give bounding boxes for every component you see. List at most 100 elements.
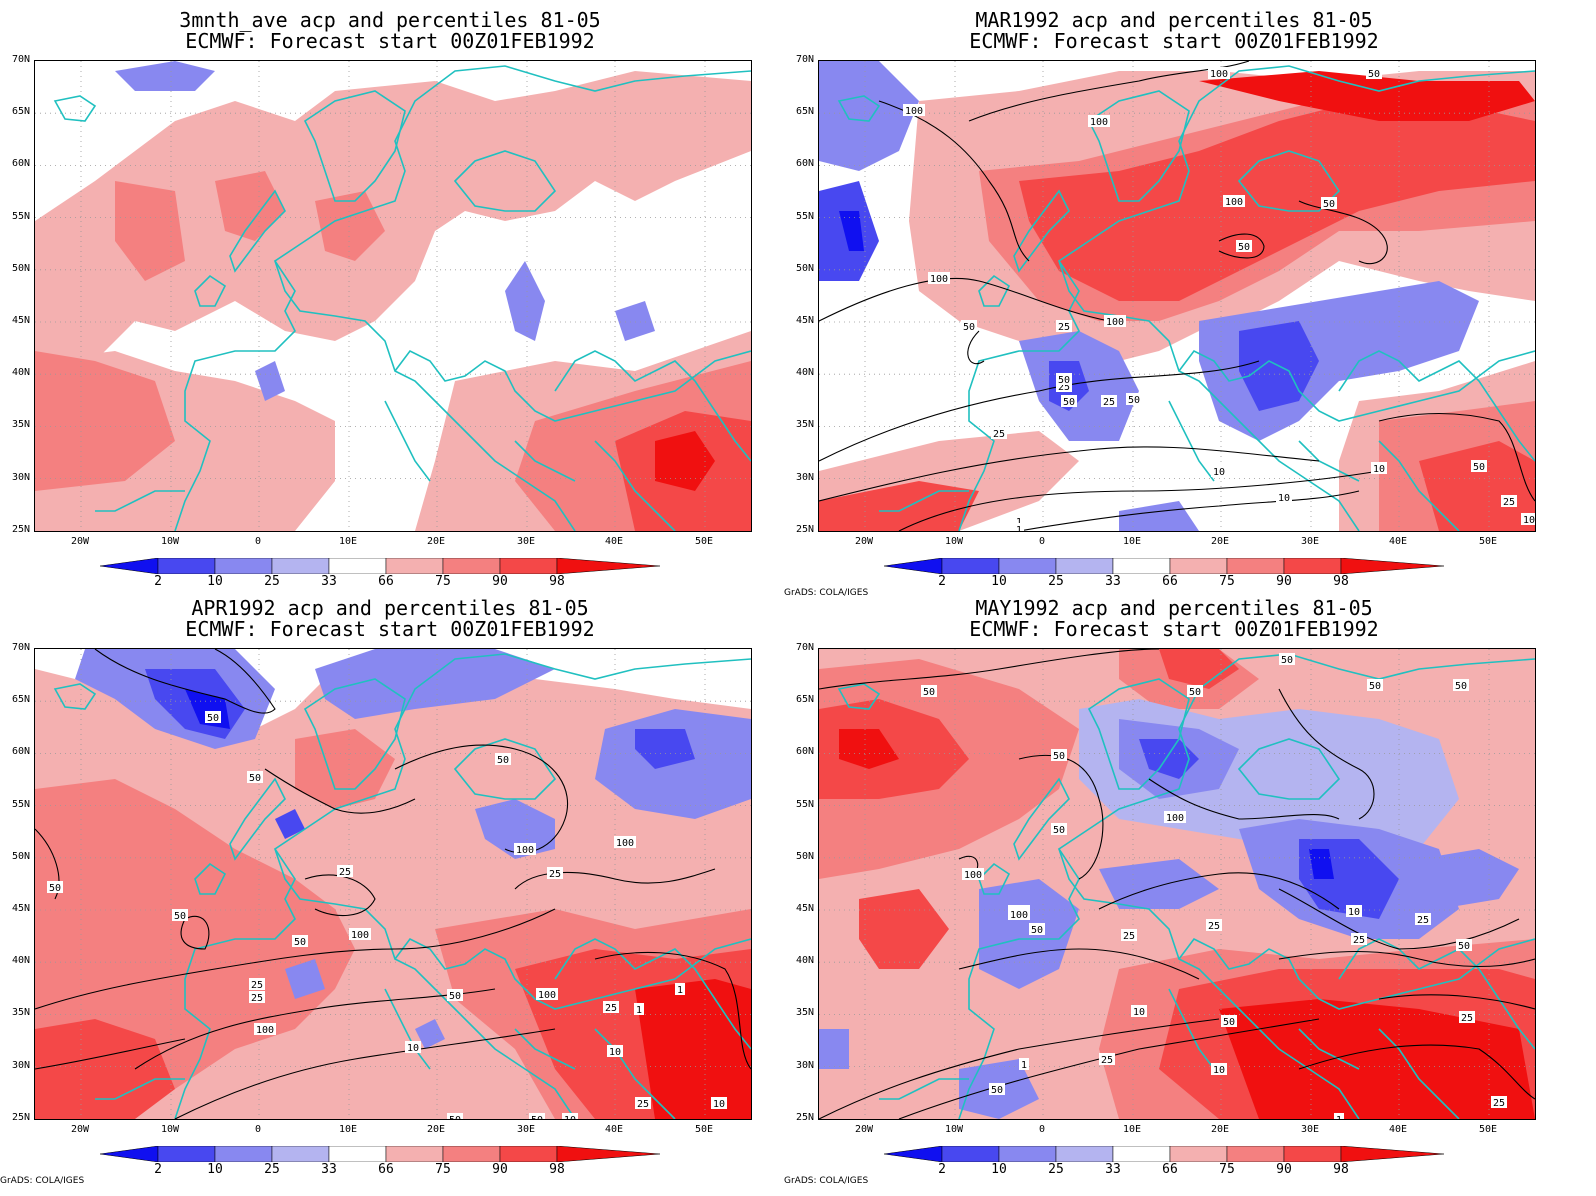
contour-label: 1 [1016, 517, 1022, 528]
contour-label: 25 [1058, 322, 1070, 333]
coastline-segment [594, 1028, 676, 1119]
colorbar-graphic [883, 557, 1445, 575]
colorbar-segment [998, 1145, 1057, 1163]
contour-label: 50 [1063, 397, 1075, 408]
colorbar-segment [941, 1145, 1000, 1163]
coastline-segment [1013, 777, 1070, 861]
shaded-region [635, 979, 751, 1119]
contour-label-bg [1061, 395, 1077, 407]
contour-line [1218, 233, 1265, 259]
coastline-segment [1058, 848, 1360, 1119]
contour-label-bg [1104, 315, 1126, 327]
lat-tick-label: 70N [795, 54, 814, 65]
colorbar-tick-label: 75 [435, 1162, 451, 1177]
gridlines [35, 61, 751, 531]
contour-label-bg [1276, 491, 1292, 503]
colorbar-tick-label: 10 [991, 1162, 1007, 1177]
contour-label: 100 [1010, 910, 1028, 921]
colorbar-arrow-right [1340, 1145, 1445, 1163]
contour-label: 25 [1208, 921, 1220, 932]
colorbar-tick-label: 33 [321, 574, 337, 589]
contour-label-bg [1208, 67, 1230, 79]
contour-label: 10 [713, 1099, 725, 1110]
colorbar-tick-label: 33 [321, 1162, 337, 1177]
colorbar: 2 10 25 33 66 75 90 98 [883, 557, 1445, 598]
contour-label: 50 [1458, 941, 1470, 952]
contour-label: 100 [516, 845, 534, 856]
contour-label: 50 [1031, 925, 1043, 936]
panel-apr1992: APR1992 acp and percentiles 81-05 ECMWF:… [0, 588, 780, 1188]
contour-label: 50 [1473, 462, 1485, 473]
coastlines [837, 653, 1535, 1119]
lon-tick-label: 10E [338, 1124, 358, 1135]
contour-label-bg [1051, 749, 1067, 761]
colorbar-segment [1283, 1145, 1342, 1163]
lat-tick-label: 65N [795, 694, 814, 706]
lat-tick-label: 35N [11, 1007, 30, 1019]
panel-may1992: MAY1992 acp and percentiles 81-05 ECMWF:… [784, 588, 1564, 1188]
contour-label-bg [962, 868, 984, 880]
colorbar-segment [442, 557, 501, 575]
contour-label-bg [1491, 1096, 1507, 1108]
lon-tick-label: 40E [1388, 536, 1408, 547]
colorbar-segment [271, 557, 330, 575]
coastline-segment [594, 440, 676, 531]
shaded-region [35, 71, 751, 371]
lat-tick-label: 50N [11, 850, 30, 862]
shaded-region [839, 729, 899, 769]
shaded-region [115, 61, 215, 91]
coastline-segment [978, 274, 1011, 307]
panel-title-line2: ECMWF: Forecast start 00Z01FEB1992 [185, 617, 595, 641]
contour-line [1298, 200, 1388, 265]
gridlines [819, 61, 1535, 531]
shaded-region [35, 819, 185, 1019]
shaded-region [415, 1019, 445, 1049]
lon-tick-label: 30E [1300, 536, 1320, 547]
colorbar-segment [1055, 557, 1114, 575]
contour-line [819, 360, 1260, 462]
contour-label-bg [1211, 1063, 1227, 1075]
contour-label-bg [961, 320, 977, 332]
contour-label: 25 [1461, 1013, 1473, 1024]
contour-label-bg [1187, 685, 1203, 697]
contour-label: 100 [1210, 69, 1228, 80]
contour-label: 10 [1213, 467, 1225, 478]
contour-line [819, 649, 1160, 690]
lat-tick-label: 50N [11, 262, 30, 274]
colorbar-segment [1112, 1145, 1171, 1163]
credit-text: GrADS: COLA/IGES [0, 1176, 85, 1186]
contour-label-bg [1099, 1053, 1115, 1065]
panel-title-line1: MAY1992 acp and percentiles 81-05 [975, 596, 1373, 620]
colorbar-tick-label: 98 [1333, 574, 1349, 589]
contour-label: 10 [1213, 1065, 1225, 1076]
lat-tick-label: 30N [795, 471, 814, 483]
contour-label-bg [1236, 240, 1252, 252]
coastline-segment [194, 862, 227, 895]
lat-tick-label: 45N [11, 903, 30, 914]
contour-label: 50 [1058, 375, 1070, 386]
colorbar-segment [442, 1145, 501, 1163]
contour-label-bg [1346, 905, 1362, 917]
contour-label: 25 [1103, 397, 1115, 408]
contour-label-bg [607, 1045, 623, 1057]
coastline-segment [554, 938, 751, 1050]
contour-label-bg [547, 867, 563, 879]
panel-title-line1: MAR1992 acp and percentiles 81-05 [975, 8, 1373, 32]
coastline-segment [1087, 90, 1190, 202]
contour-label-bg [1056, 373, 1072, 385]
lat-tick-label: 60N [11, 158, 30, 170]
contour-label: 100 [538, 990, 556, 1001]
colorbar-tick-label: 2 [154, 1162, 162, 1177]
coastlines [53, 65, 751, 531]
colorbar-tick-label: 75 [1219, 574, 1235, 589]
contour-line [264, 768, 416, 814]
contour-label-bg [1521, 513, 1535, 525]
map-area: 50 50 50 100 100 100 50 25 25 50 50 25 25 10 50 100 100 2… [34, 648, 752, 1120]
lon-tick-label: 10W [160, 536, 180, 547]
contour-label: 50 [1053, 825, 1065, 836]
contour-label: 25 [1503, 497, 1515, 508]
coastline-segment [95, 490, 185, 512]
contour-line [1018, 490, 1360, 531]
lon-tick-label: 10E [338, 536, 358, 547]
contour-label: 50 [1323, 199, 1335, 210]
